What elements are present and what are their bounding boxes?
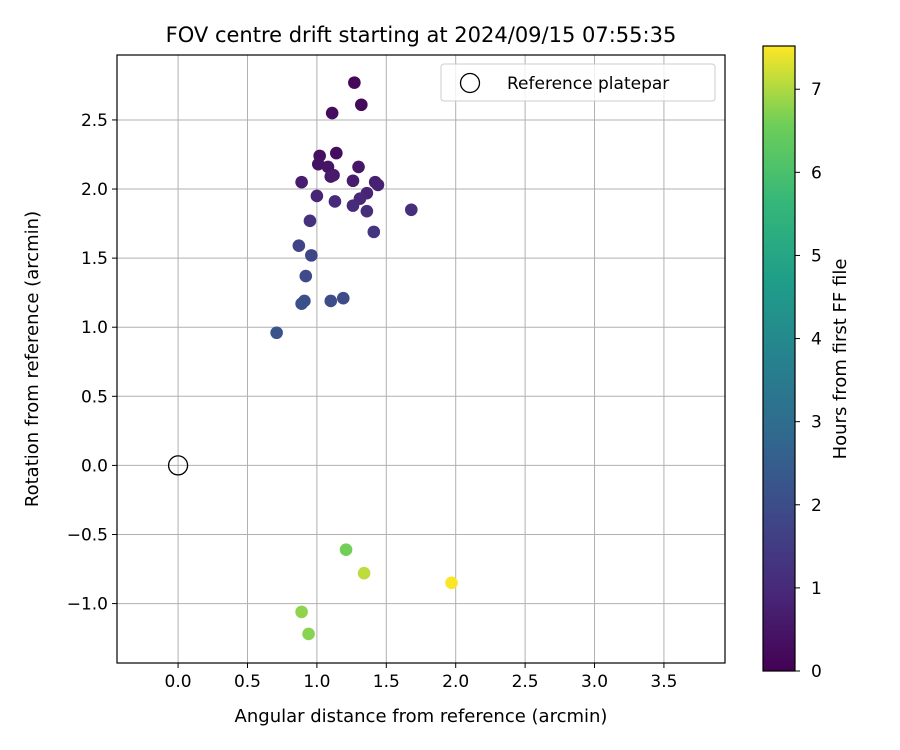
y-axis-label: Rotation from reference (arcmin) (22, 211, 43, 507)
x-tick-label: 0.5 (234, 672, 261, 692)
data-point (360, 204, 374, 218)
data-point (310, 189, 324, 203)
data-point (367, 225, 381, 239)
data-point (445, 576, 458, 590)
data-point (330, 146, 343, 160)
data-point (295, 297, 308, 311)
scatter-points (270, 76, 458, 641)
plot-area-frame (116, 54, 726, 664)
colorbar-tick-label: 1 (811, 579, 822, 599)
data-point (404, 203, 418, 217)
colorbar-tick-label: 2 (811, 496, 822, 516)
data-point (348, 76, 361, 89)
data-point (336, 291, 350, 305)
x-tick-label: 0.0 (165, 672, 192, 692)
data-point (295, 175, 308, 189)
y-tick-label: 0.5 (81, 387, 108, 407)
y-tick-label: −1.0 (67, 595, 108, 615)
y-axis-ticks: −1.0 −0.5 0.0 0.5 1.0 1.5 2.0 2.5 (67, 111, 117, 615)
x-tick-label: 3.0 (581, 672, 608, 692)
data-point (295, 605, 308, 619)
data-point (270, 326, 283, 340)
data-point (352, 160, 365, 174)
data-point (355, 98, 368, 112)
colorbar-tick-label: 3 (811, 413, 822, 433)
colorbar-tick-label: 6 (811, 163, 822, 183)
data-point (346, 199, 360, 212)
data-point (339, 543, 353, 556)
y-tick-label: 2.5 (81, 111, 108, 131)
legend-entry-label: Reference platepar (507, 74, 669, 94)
x-tick-label: 2.0 (442, 672, 469, 692)
data-point (311, 157, 325, 171)
legend-box (440, 63, 716, 102)
data-point (324, 294, 338, 308)
grid (117, 55, 725, 663)
colorbar-label: Hours from first FF file (830, 259, 851, 460)
data-point (299, 269, 313, 283)
data-point (305, 249, 318, 262)
y-tick-label: 0.0 (81, 456, 108, 476)
data-point (303, 214, 317, 228)
x-tick-label: 1.5 (373, 672, 400, 692)
data-point (325, 106, 339, 120)
colorbar-tick-label: 0 (811, 662, 822, 682)
y-tick-label: 1.5 (81, 249, 108, 269)
y-tick-label: 1.0 (81, 318, 108, 338)
colorbar: 0 1 2 3 4 5 6 7 Hours from first FF file (762, 45, 851, 682)
x-tick-label: 1.0 (303, 672, 330, 692)
data-point (357, 566, 371, 580)
colorbar-tick-label: 4 (811, 330, 822, 350)
colorbar-ticks: 0 1 2 3 4 5 6 7 (795, 80, 822, 682)
data-point (371, 178, 385, 192)
legend-marker-icon (459, 72, 481, 94)
x-tick-label: 2.5 (512, 672, 539, 692)
legend: Reference platepar (440, 63, 716, 102)
data-point (328, 195, 342, 208)
colorbar-gradient (762, 45, 796, 672)
data-point (302, 627, 315, 641)
y-tick-label: −0.5 (67, 525, 108, 545)
reference-platepar-marker (167, 455, 189, 476)
x-axis-ticks: 0.0 0.5 1.0 1.5 2.0 2.5 3.0 3.5 (165, 663, 677, 692)
data-point (327, 168, 340, 182)
y-tick-label: 2.0 (81, 180, 108, 200)
colorbar-tick-label: 7 (811, 80, 822, 100)
data-point (346, 174, 360, 188)
x-tick-label: 3.5 (650, 672, 677, 692)
data-point (292, 239, 306, 252)
colorbar-tick-label: 5 (811, 246, 822, 266)
x-axis-label: Angular distance from reference (arcmin) (235, 706, 608, 727)
chart-title: FOV centre drift starting at 2024/09/15 … (166, 23, 677, 47)
